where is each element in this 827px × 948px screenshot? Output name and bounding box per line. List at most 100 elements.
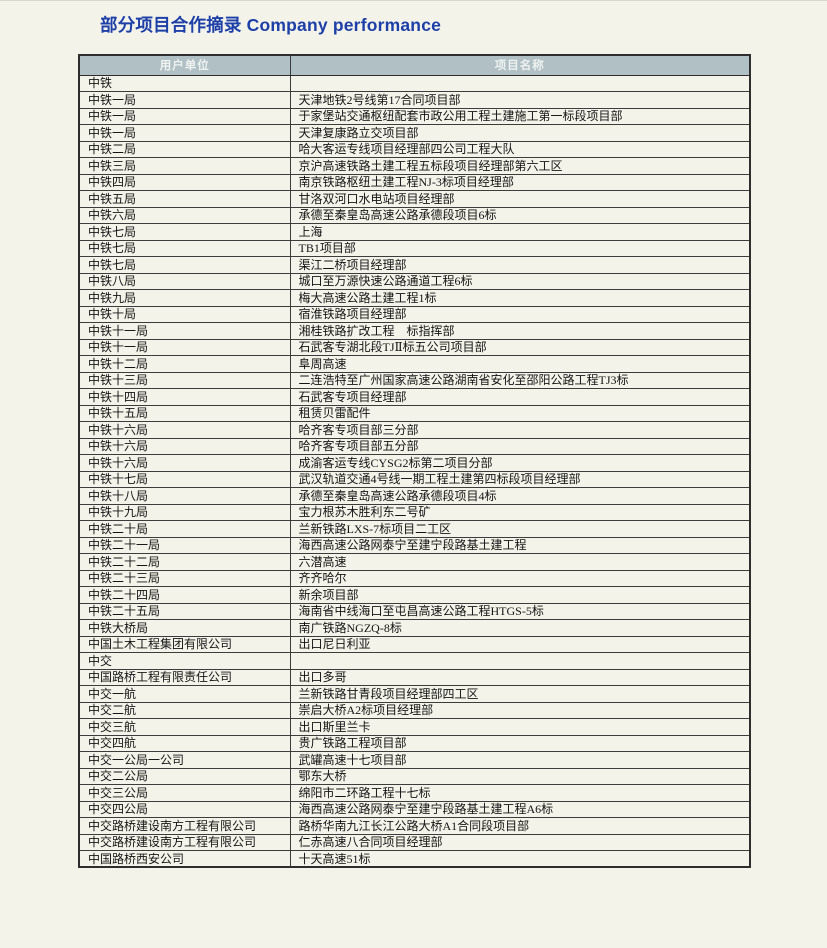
table-row: 中铁十七局 武汉轨道交通4号线一期工程土建第四标段项目经理部: [78, 470, 751, 488]
project-cell: 六潜高速: [289, 553, 751, 571]
performance-table: 用户单位 项目名称 中铁 中铁一局 天津地铁2号线第17合同项目部 中铁一局 于…: [78, 54, 751, 868]
project-cell: 绵阳市二环路工程十七标: [289, 784, 751, 802]
page-title: 部分项目合作摘录 Company performance: [100, 15, 442, 35]
project-cell: 上海: [289, 223, 751, 241]
unit-cell: 中铁二十二局: [78, 553, 291, 571]
table-row: 中铁一局 天津地铁2号线第17合同项目部: [78, 91, 751, 109]
table-row: 中铁十六局 哈齐客专项目部三分部: [78, 421, 751, 439]
project-cell: [289, 652, 751, 670]
unit-cell: 中铁十二局: [78, 355, 291, 373]
table-row: 中铁十六局 成渝客运专线CYSG2标第二项目分部: [78, 454, 751, 472]
project-cell: 承德至秦皇岛高速公路承德段项目4标: [289, 487, 751, 505]
project-cell: 二连浩特至广州国家高速公路湖南省安化至邵阳公路工程TJ3标: [289, 371, 751, 389]
unit-cell: 中铁十六局: [78, 437, 291, 455]
unit-cell: 中铁十三局: [78, 371, 291, 389]
table-row: 中铁十九局 宝力根苏木胜利东二号矿: [78, 503, 751, 521]
unit-cell: 中铁十一局: [78, 338, 291, 356]
unit-cell: 中铁十局: [78, 305, 291, 323]
project-cell: 出口尼日利亚: [289, 635, 751, 653]
table-row: 中铁二十二局 六潜高速: [78, 553, 751, 571]
table-row: 中铁一局 天津复康路立交项目部: [78, 124, 751, 142]
table-row: 中交四航 贵广铁路工程项目部: [78, 734, 751, 752]
table-row: 中国路桥工程有限责任公司 出口多哥: [78, 668, 751, 686]
table-row: 中铁七局 上海: [78, 223, 751, 241]
table-row: 中铁五局 甘洛双河口水电站项目经理部: [78, 190, 751, 208]
unit-cell: 中铁二十四局: [78, 586, 291, 604]
project-cell: 城口至万源快速公路通道工程6标: [289, 272, 751, 290]
table-row: 中铁二十五局 海南省中线海口至屯昌高速公路工程HTGS-5标: [78, 602, 751, 620]
table-row: 中铁二十四局 新余项目部: [78, 586, 751, 604]
table-row: 中交三航 出口斯里兰卡: [78, 718, 751, 736]
unit-cell: 中铁: [78, 74, 291, 92]
unit-cell: 中铁四局: [78, 173, 291, 191]
project-cell: 兰新铁路甘青段项目经理部四工区: [289, 685, 751, 703]
table-row: 中交: [78, 652, 751, 670]
project-cell: 出口多哥: [289, 668, 751, 686]
table-row: 中铁十四局 石武客专项目经理部: [78, 388, 751, 406]
unit-cell: 中铁七局: [78, 223, 291, 241]
project-cell: 哈齐客专项目部三分部: [289, 421, 751, 439]
project-cell: 湘桂铁路扩改工程 标指挥部: [289, 322, 751, 340]
unit-cell: 中交四公局: [78, 800, 291, 818]
project-cell: 路桥华南九江长江公路大桥A1合同段项目部: [289, 817, 751, 835]
unit-cell: 中交: [78, 652, 291, 670]
table-row: 中国路桥西安公司 十天高速51标: [78, 850, 751, 868]
table-row: 中交一航 兰新铁路甘青段项目经理部四工区: [78, 685, 751, 703]
project-cell: [289, 74, 751, 92]
project-cell: 出口斯里兰卡: [289, 718, 751, 736]
project-cell: TB1项目部: [289, 239, 751, 257]
table-row: 中铁十一局 石武客专湖北段TJⅡ标五公司项目部: [78, 338, 751, 356]
table-row: 中铁八局 城口至万源快速公路通道工程6标: [78, 272, 751, 290]
table-row: 中铁一局 于家堡站交通枢纽配套市政公用工程土建施工第一标段项目部: [78, 107, 751, 125]
table-row: 中交路桥建设南方工程有限公司 仁赤高速八合同项目经理部: [78, 833, 751, 851]
table-row: 中铁二十一局 海西高速公路网泰宁至建宁段路基土建工程: [78, 536, 751, 554]
unit-cell: 中铁十九局: [78, 503, 291, 521]
unit-cell: 中交三航: [78, 718, 291, 736]
table-row: 中铁二十局 兰新铁路LXS-7标项目二工区: [78, 520, 751, 538]
project-cell: 新余项目部: [289, 586, 751, 604]
unit-cell: 中铁二局: [78, 140, 291, 158]
unit-cell: 中交四航: [78, 734, 291, 752]
project-cell: 天津复康路立交项目部: [289, 124, 751, 142]
unit-cell: 中铁一局: [78, 91, 291, 109]
table-row: 中国土木工程集团有限公司 出口尼日利亚: [78, 635, 751, 653]
table-row: 中铁十三局 二连浩特至广州国家高速公路湖南省安化至邵阳公路工程TJ3标: [78, 371, 751, 389]
table-row: 中铁二十三局 齐齐哈尔: [78, 569, 751, 587]
unit-cell: 中铁二十局: [78, 520, 291, 538]
project-cell: 贵广铁路工程项目部: [289, 734, 751, 752]
unit-cell: 中铁十六局: [78, 454, 291, 472]
project-cell: 哈齐客专项目部五分部: [289, 437, 751, 455]
unit-cell: 中铁六局: [78, 206, 291, 224]
table-row: 中交三公局 绵阳市二环路工程十七标: [78, 784, 751, 802]
unit-cell: 中铁八局: [78, 272, 291, 290]
table-row: 中铁六局 承德至秦皇岛高速公路承德段项目6标: [78, 206, 751, 224]
project-cell: 仁赤高速八合同项目经理部: [289, 833, 751, 851]
project-cell: 京沪高速铁路土建工程五标段项目经理部第六工区: [289, 157, 751, 175]
project-cell: 哈大客运专线项目经理部四公司工程大队: [289, 140, 751, 158]
project-cell: 武汉轨道交通4号线一期工程土建第四标段项目经理部: [289, 470, 751, 488]
table-row: 中铁七局 TB1项目部: [78, 239, 751, 257]
table-row: 中铁七局 渠江二桥项目经理部: [78, 256, 751, 274]
project-cell: 于家堡站交通枢纽配套市政公用工程土建施工第一标段项目部: [289, 107, 751, 125]
table-row: 中铁: [78, 74, 751, 92]
project-cell: 海西高速公路网泰宁至建宁段路基土建工程A6标: [289, 800, 751, 818]
table-row: 中铁九局 梅大高速公路土建工程1标: [78, 289, 751, 307]
table-row: 中铁大桥局 南广铁路NGZQ-8标: [78, 619, 751, 637]
unit-cell: 中铁二十五局: [78, 602, 291, 620]
unit-cell: 中国路桥西安公司: [78, 850, 291, 868]
project-cell: 崇启大桥A2标项目经理部: [289, 701, 751, 719]
project-cell: 天津地铁2号线第17合同项目部: [289, 91, 751, 109]
unit-cell: 中铁十八局: [78, 487, 291, 505]
unit-cell: 中交路桥建设南方工程有限公司: [78, 833, 291, 851]
unit-cell: 中交三公局: [78, 784, 291, 802]
unit-cell: 中铁五局: [78, 190, 291, 208]
header-project-name: 项目名称: [289, 54, 751, 76]
project-cell: 租赁贝雷配件: [289, 404, 751, 422]
unit-cell: 中铁十六局: [78, 421, 291, 439]
table-row: 中铁十一局 湘桂铁路扩改工程 标指挥部: [78, 322, 751, 340]
unit-cell: 中铁七局: [78, 256, 291, 274]
table-row: 中铁十局 宿淮铁路项目经理部: [78, 305, 751, 323]
unit-cell: 中铁十一局: [78, 322, 291, 340]
unit-cell: 中交一航: [78, 685, 291, 703]
unit-cell: 中铁一局: [78, 124, 291, 142]
